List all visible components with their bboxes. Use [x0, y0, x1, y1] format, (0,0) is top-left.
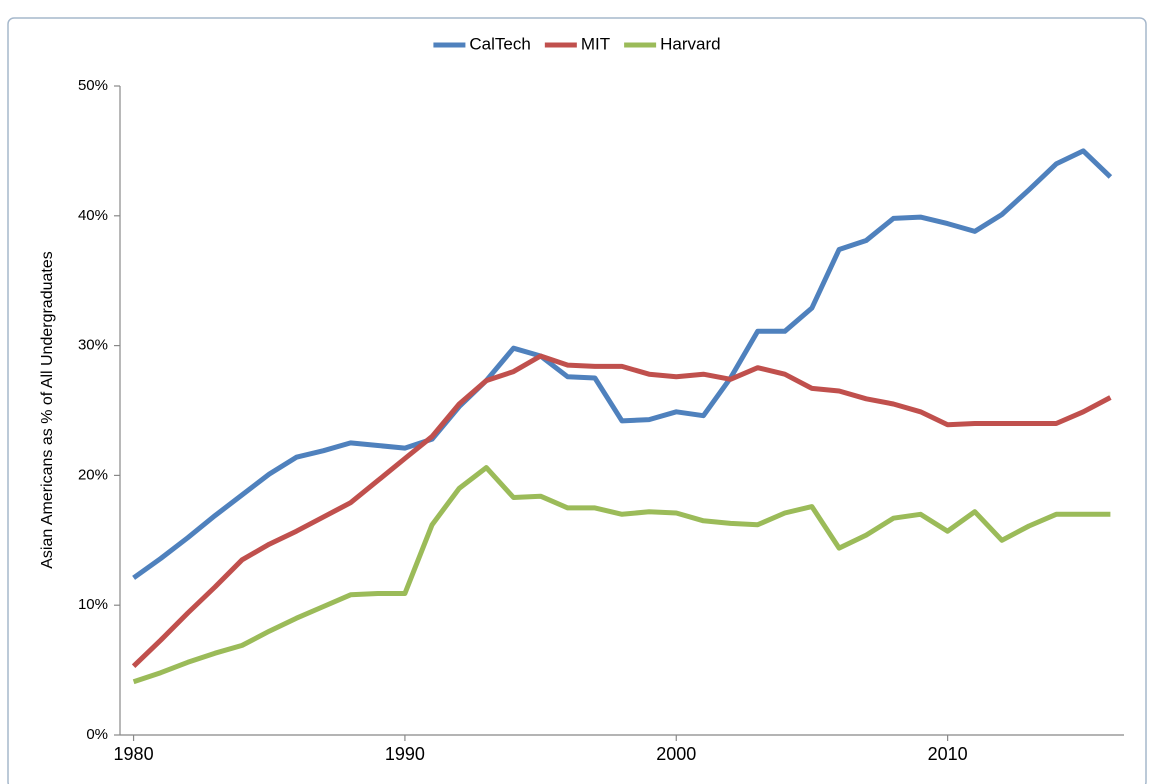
series-line: [132, 465, 1111, 685]
x-tick-label: 2010: [928, 744, 968, 764]
legend-label: Harvard: [660, 34, 720, 53]
chart-frame: [7, 17, 1147, 784]
x-tick-label: 1980: [114, 744, 154, 764]
y-tick-label: 0%: [86, 726, 108, 743]
legend-label: MIT: [581, 34, 610, 53]
y-tick-label: 40%: [78, 207, 108, 224]
legend-label: CalTech: [469, 34, 530, 53]
y-axis-label: Asian Americans as % of All Undergraduat…: [39, 251, 56, 569]
y-tick-label: 10%: [78, 596, 108, 613]
series-line: [132, 148, 1113, 580]
x-tick-label: 1990: [385, 744, 425, 764]
x-tick-label: 2000: [656, 744, 696, 764]
y-tick-label: 20%: [78, 466, 108, 483]
y-tick-label: 50%: [78, 77, 108, 94]
y-tick-label: 30%: [78, 337, 108, 354]
series-line: [131, 353, 1112, 669]
